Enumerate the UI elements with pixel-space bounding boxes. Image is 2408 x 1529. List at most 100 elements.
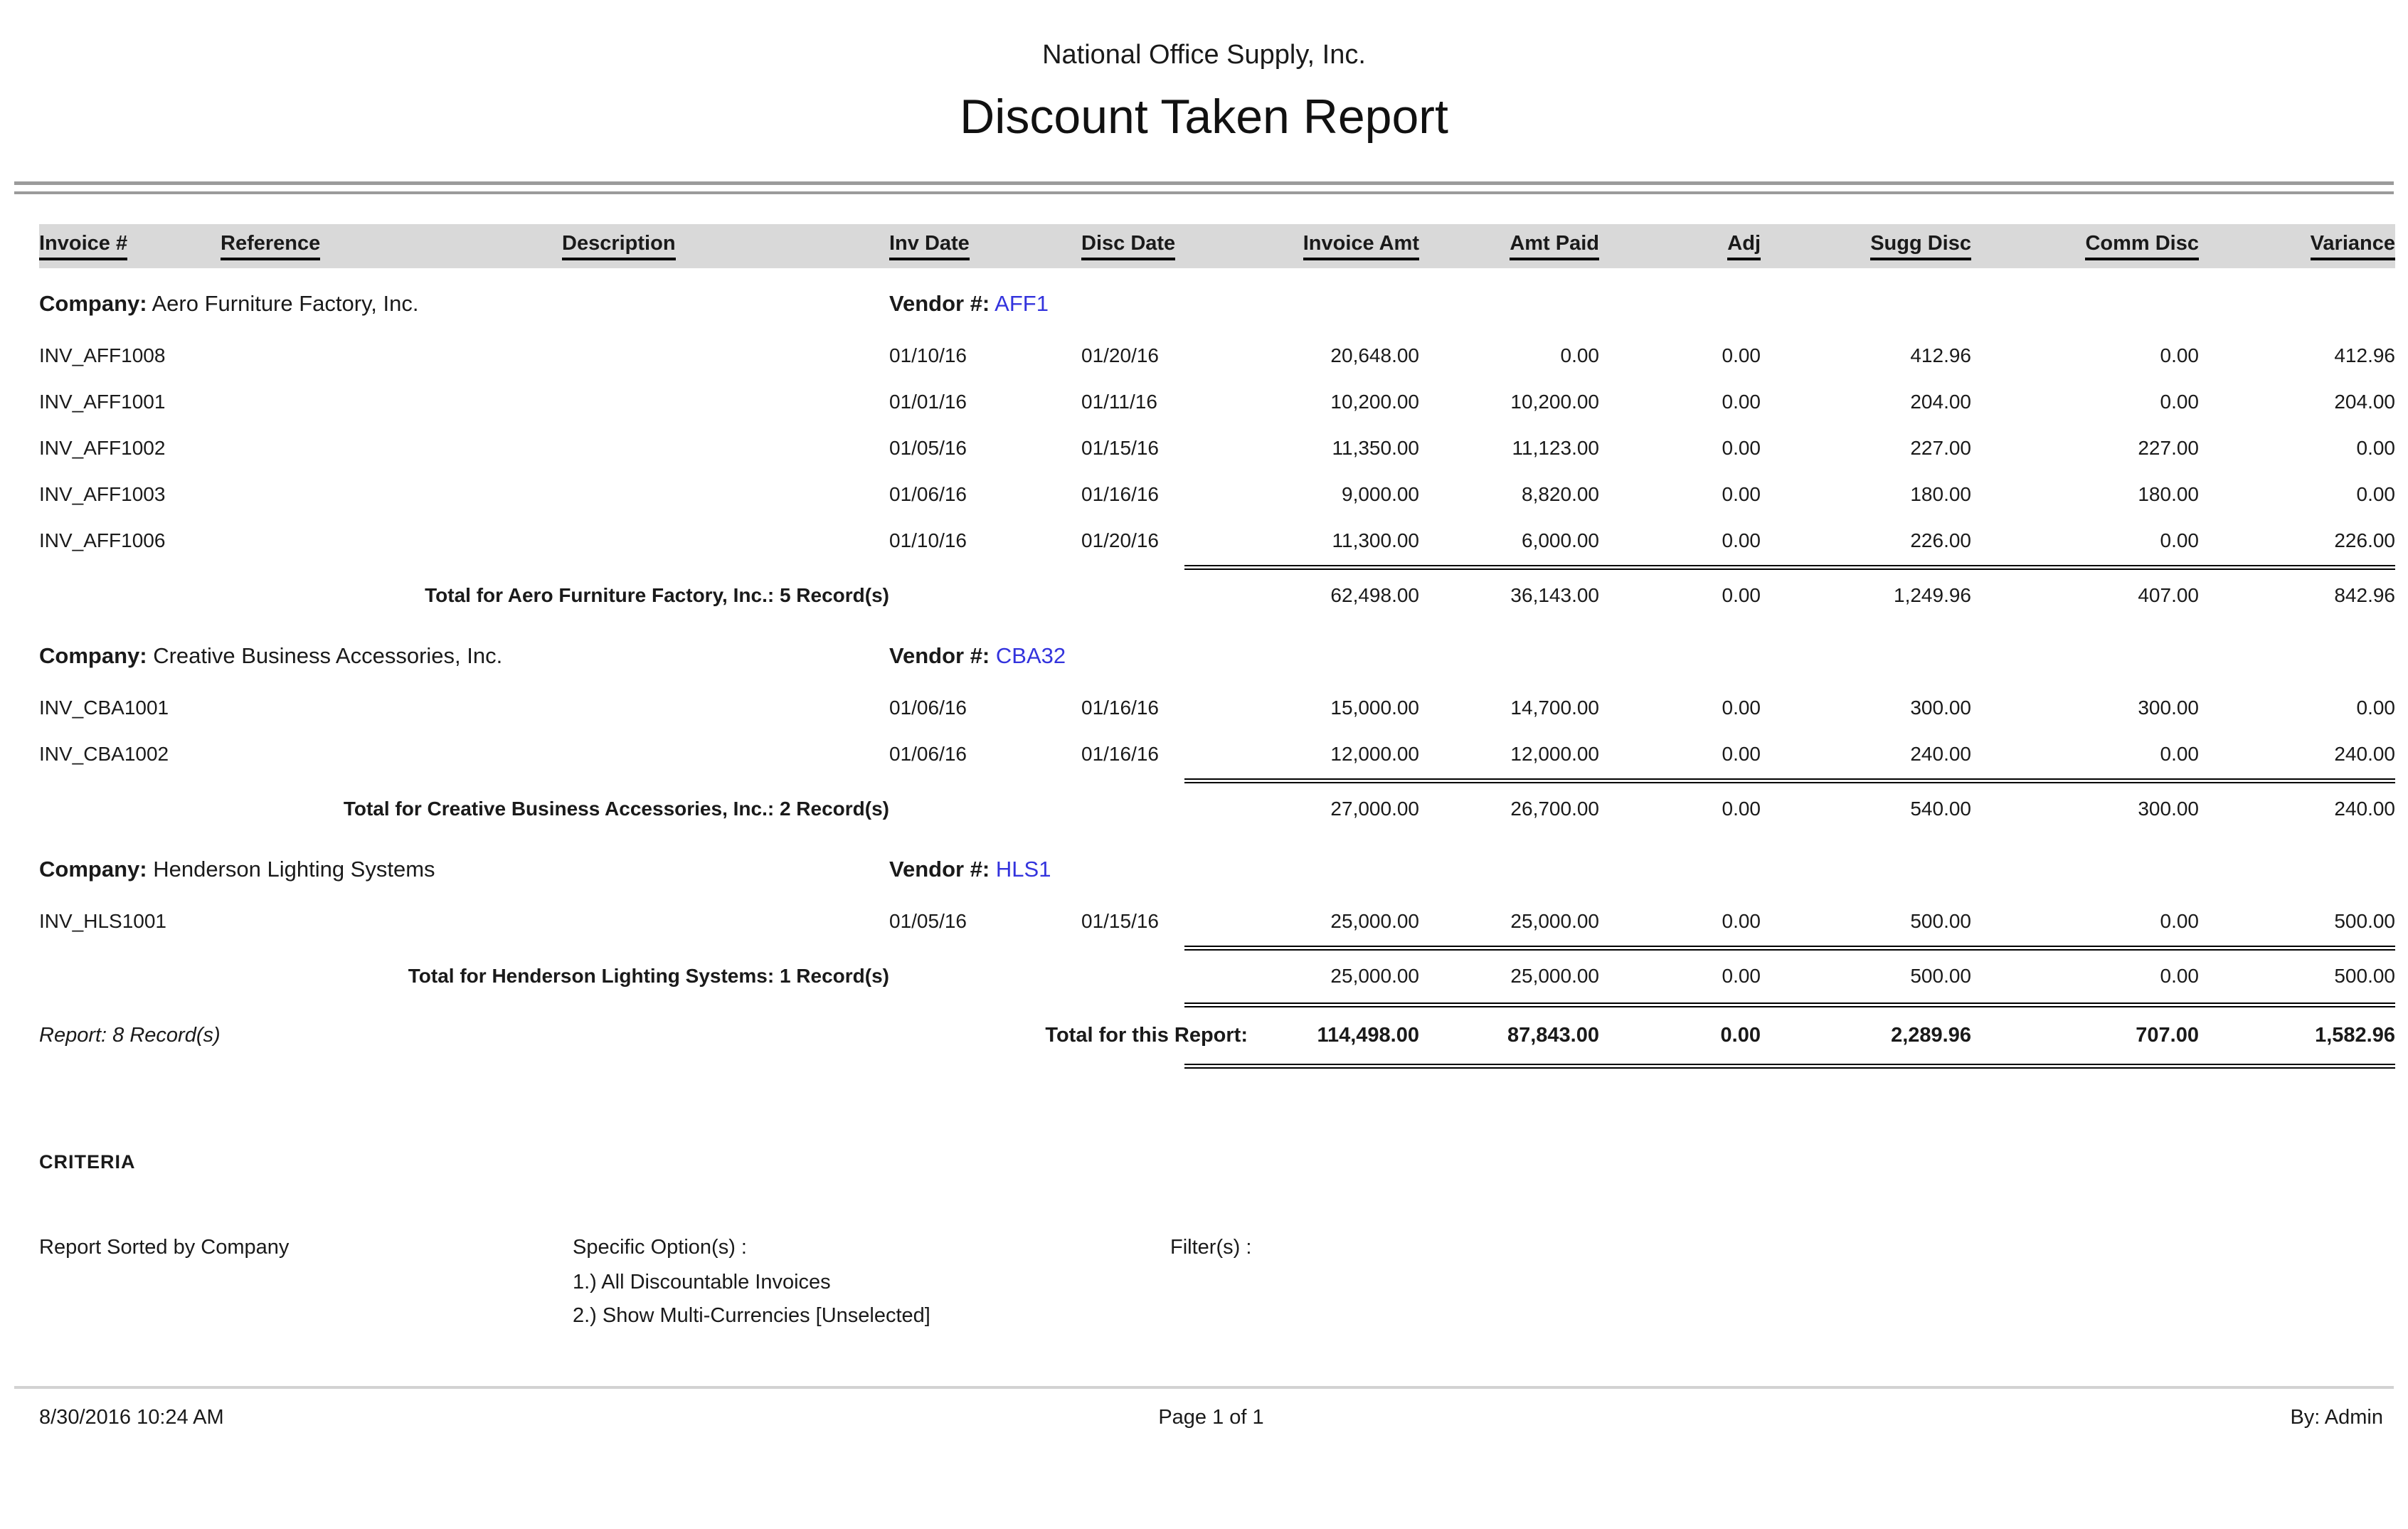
disc-date: 01/16/16 — [1081, 482, 1159, 505]
company-name: Creative Business Accessories, Inc. — [153, 643, 503, 668]
total-separator-line — [39, 1062, 2395, 1069]
inv-date: 01/10/16 — [889, 529, 967, 551]
value-variance: 0.00 — [2356, 696, 2396, 719]
invoice-number: INV_HLS1001 — [39, 909, 167, 932]
value-comm-disc: 707.00 — [2136, 1023, 2199, 1047]
invoice-row: INV_CBA1001 01/06/16 01/16/16 15,000.00 14,7… — [39, 684, 2395, 731]
vendor-cell: Vendor #: HLS1 — [889, 857, 1252, 882]
value-sugg-disc: 500.00 — [1910, 965, 1971, 987]
value-invoice-amt: 15,000.00 — [1330, 696, 1419, 719]
value-invoice-amt: 9,000.00 — [1342, 482, 1419, 505]
criteria-filters-label: Filter(s) : — [1170, 1236, 1252, 1259]
value-comm-disc: 407.00 — [2138, 584, 2199, 606]
value-invoice-amt: 25,000.00 — [1330, 965, 1419, 987]
value-adj: 0.00 — [1722, 965, 1761, 987]
invoice-row: INV_AFF1006 01/10/16 01/20/16 11,300.00 6,00… — [39, 517, 2395, 564]
vendor-code-link[interactable]: CBA32 — [995, 643, 1066, 668]
value-adj: 0.00 — [1722, 584, 1761, 606]
company-name: Henderson Lighting Systems — [153, 857, 435, 882]
value-variance: 500.00 — [2334, 909, 2395, 932]
vendor-label: Vendor #: — [889, 643, 990, 668]
invoice-row: INV_AFF1003 01/06/16 01/16/16 9,000.00 8,820… — [39, 471, 2395, 517]
value-amt-paid: 12,000.00 — [1510, 742, 1599, 765]
inv-date: 01/06/16 — [889, 696, 967, 719]
criteria-heading: CRITERIA — [39, 1151, 136, 1173]
footer-datetime: 8/30/2016 10:24 AM — [39, 1406, 224, 1429]
col-header-comm-disc: Comm Disc — [1971, 232, 2199, 260]
value-amt-paid: 87,843.00 — [1507, 1023, 1599, 1047]
value-variance: 226.00 — [2334, 529, 2395, 551]
value-invoice-amt: 11,300.00 — [1332, 529, 1420, 551]
value-invoice-amt: 25,000.00 — [1330, 909, 1419, 932]
value-comm-disc: 0.00 — [2160, 529, 2200, 551]
value-amt-paid: 6,000.00 — [1522, 529, 1599, 551]
footer-page-indicator: Page 1 of 1 — [1158, 1406, 1264, 1429]
col-header-variance: Variance — [2199, 232, 2395, 260]
value-adj: 0.00 — [1722, 798, 1761, 820]
group-total-label: Total for Aero Furniture Factory, Inc.: … — [425, 584, 889, 606]
invoice-number: INV_AFF1008 — [39, 344, 166, 366]
value-adj: 0.00 — [1720, 1023, 1761, 1047]
vendor-label: Vendor #: — [889, 291, 990, 316]
col-header-description: Description — [562, 232, 889, 260]
footer-user: By: Admin — [2290, 1406, 2383, 1429]
title-divider — [14, 181, 2394, 194]
criteria-option: 1.) All Discountable Invoices — [573, 1271, 831, 1293]
value-amt-paid: 10,200.00 — [1510, 390, 1599, 413]
value-adj: 0.00 — [1722, 909, 1761, 932]
company-label: Company: — [39, 857, 147, 882]
vendor-cell: Vendor #: AFF1 — [889, 291, 1252, 317]
disc-date: 01/11/16 — [1081, 390, 1157, 413]
total-separator-line — [39, 1001, 2395, 1008]
group-total-label: Total for Henderson Lighting Systems: 1 … — [408, 965, 889, 987]
value-comm-disc: 0.00 — [2160, 742, 2200, 765]
total-separator-line — [39, 944, 2395, 951]
company-row: Company: Aero Furniture Factory, Inc. Ven… — [39, 268, 2395, 332]
report-header: National Office Supply, Inc. Discount Ta… — [0, 0, 2408, 144]
report-table: Invoice # Reference Description Inv Date… — [39, 224, 2395, 1069]
value-amt-paid: 36,143.00 — [1510, 584, 1599, 606]
company-row: Company: Creative Business Accessories, … — [39, 620, 2395, 684]
value-sugg-disc: 2,289.96 — [1891, 1023, 1971, 1047]
report-total-row: Report: 8 Record(s) Total for this Report… — [39, 1008, 2395, 1062]
criteria-grid: Report Sorted by Company Specific Option… — [39, 1236, 2358, 1328]
disc-date: 01/20/16 — [1081, 529, 1159, 551]
vendor-code-link[interactable]: HLS1 — [995, 857, 1051, 882]
total-separator-line — [39, 564, 2395, 571]
inv-date: 01/05/16 — [889, 909, 967, 932]
value-sugg-disc: 412.96 — [1910, 344, 1971, 366]
total-separator-line — [39, 777, 2395, 784]
value-sugg-disc: 227.00 — [1910, 436, 1971, 459]
inv-date: 01/10/16 — [889, 344, 967, 366]
criteria-options-label: Specific Option(s) : — [573, 1236, 747, 1259]
vendor-code-link[interactable]: AFF1 — [995, 291, 1049, 316]
value-amt-paid: 26,700.00 — [1510, 798, 1599, 820]
company-name: Aero Furniture Factory, Inc. — [152, 291, 419, 316]
group-total-row: Total for Creative Business Accessories,… — [39, 784, 2395, 834]
value-comm-disc: 300.00 — [2138, 798, 2199, 820]
col-header-invoice-number: Invoice # — [39, 232, 221, 260]
criteria-sort-text: Report Sorted by Company — [39, 1236, 290, 1259]
inv-date: 01/06/16 — [889, 482, 967, 505]
company-cell: Company: Creative Business Accessories, … — [39, 643, 889, 669]
value-sugg-disc: 226.00 — [1910, 529, 1971, 551]
value-amt-paid: 11,123.00 — [1512, 436, 1600, 459]
col-header-sugg-disc: Sugg Disc — [1761, 232, 1971, 260]
value-comm-disc: 180.00 — [2138, 482, 2199, 505]
value-adj: 0.00 — [1722, 742, 1761, 765]
value-variance: 500.00 — [2334, 965, 2395, 987]
value-invoice-amt: 10,200.00 — [1330, 390, 1419, 413]
value-invoice-amt: 12,000.00 — [1330, 742, 1419, 765]
value-adj: 0.00 — [1722, 696, 1761, 719]
value-comm-disc: 0.00 — [2160, 909, 2200, 932]
company-label: Company: — [39, 291, 147, 316]
page-footer: 8/30/2016 10:24 AM Page 1 of 1 By: Admin — [14, 1386, 2394, 1429]
value-comm-disc: 227.00 — [2138, 436, 2199, 459]
invoice-row: INV_CBA1002 01/06/16 01/16/16 12,000.00 12,0… — [39, 731, 2395, 777]
invoice-row: INV_AFF1002 01/05/16 01/15/16 11,350.00 11,1… — [39, 425, 2395, 471]
value-variance: 0.00 — [2356, 436, 2396, 459]
invoice-row: INV_HLS1001 01/05/16 01/15/16 25,000.00 25,0… — [39, 898, 2395, 944]
disc-date: 01/16/16 — [1081, 742, 1159, 765]
table-body: Company: Aero Furniture Factory, Inc. Ven… — [39, 268, 2395, 1069]
